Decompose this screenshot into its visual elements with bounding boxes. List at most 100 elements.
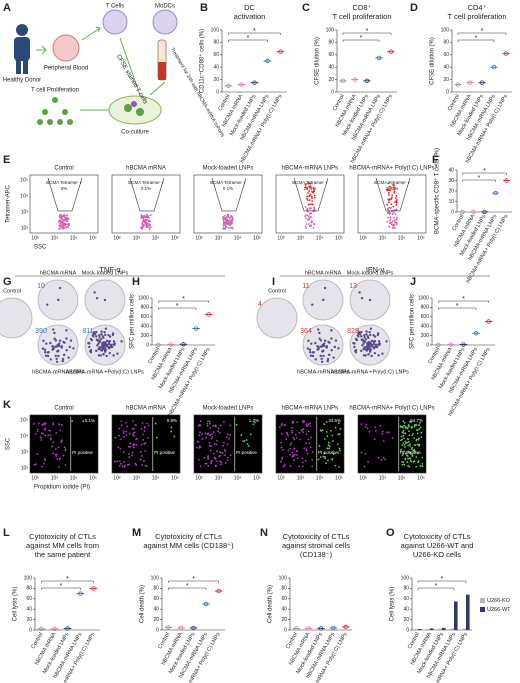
flow-event [327, 459, 329, 462]
spot [95, 330, 98, 334]
spot [322, 354, 325, 358]
flow-event [306, 199, 309, 201]
flow-event [309, 446, 312, 449]
spot [320, 360, 324, 363]
flow-event [71, 420, 74, 422]
flow-event [338, 465, 340, 468]
spot [320, 357, 323, 361]
gate-label: PI positive [400, 450, 421, 455]
flow-event [154, 422, 157, 425]
flow-event [305, 423, 308, 425]
gate-label: PI positive [154, 450, 175, 455]
significance-bracket [438, 300, 489, 303]
significance-bracket [41, 580, 94, 583]
flow-event [121, 465, 124, 468]
spot [358, 333, 362, 336]
gate [293, 177, 329, 212]
gate-value: 35.3% [386, 186, 399, 191]
spot-count: 364 [300, 328, 312, 335]
flow-event [416, 443, 419, 446]
flow-event [396, 199, 398, 201]
flow-event [125, 434, 128, 436]
spot [94, 349, 98, 353]
spot [373, 335, 377, 338]
significance-mark: * [60, 583, 63, 590]
label: MoDCs [155, 4, 175, 10]
flow-event [389, 218, 392, 220]
flow-event [308, 199, 311, 201]
dot [226, 83, 231, 88]
flow-event [147, 224, 150, 226]
flow-event [393, 190, 396, 193]
flow-event [149, 224, 152, 227]
spot [47, 350, 50, 354]
flow-event [56, 457, 59, 460]
flow-event [419, 464, 422, 467]
flow-event [226, 220, 229, 223]
chart-title: T cell proliferation [332, 12, 391, 21]
spot [306, 347, 310, 350]
flow-event [406, 461, 409, 464]
flow-event [39, 436, 42, 439]
spot [104, 333, 107, 337]
y-tick-label: 10⁴ [20, 193, 28, 199]
flow-event [367, 461, 370, 463]
flow-event [374, 429, 377, 432]
gate [129, 177, 165, 212]
flow-event [366, 427, 369, 430]
significance-bracket [158, 307, 197, 310]
flow-event [306, 187, 308, 189]
x-tick-label: 10⁵ [171, 475, 179, 481]
significance-mark: * [483, 168, 486, 175]
spot [317, 347, 320, 350]
flow-event [306, 214, 309, 216]
well-label: hBCMA-mRNA LNPs [297, 369, 349, 375]
flow-event [311, 451, 314, 454]
dot [156, 342, 161, 347]
dot [206, 312, 211, 317]
flow-event [389, 207, 392, 210]
x-tick-label: 10² [359, 235, 367, 241]
flow-event [228, 217, 231, 219]
flow-event [225, 216, 228, 219]
flow-event [402, 461, 405, 464]
gate-value: 0.1% [223, 186, 233, 191]
y-tick-label: 600 [141, 314, 150, 320]
flow-event [309, 207, 312, 210]
flow-event [411, 446, 414, 449]
x-tick-label: 10³ [51, 475, 59, 481]
y-tick-label: 100 [24, 575, 33, 581]
flow-event [402, 434, 405, 437]
spot [93, 333, 97, 336]
flow-event [61, 227, 64, 230]
panel-letter: G [3, 276, 12, 288]
spot [361, 338, 365, 342]
flow-event [41, 465, 43, 468]
flow-event [125, 430, 128, 433]
flow-event [305, 448, 308, 451]
label: T cell Proliferation [31, 88, 79, 94]
flow-event [403, 424, 406, 427]
flow-event [173, 435, 176, 438]
flow-event [126, 425, 128, 428]
flow-event [402, 432, 405, 435]
flow-event [311, 459, 314, 461]
significance-bracket [168, 587, 207, 590]
y-axis-label: SSC [6, 437, 12, 450]
spot [63, 341, 66, 344]
flow-event [418, 424, 420, 426]
flow-event [254, 421, 256, 424]
flow-event [59, 441, 62, 444]
flow-event [414, 450, 417, 453]
dot [343, 624, 348, 630]
spot [317, 328, 320, 331]
flow-event [33, 422, 35, 425]
plot-title: Mock-loaded LNPs [203, 406, 254, 412]
flow-event [338, 447, 341, 450]
spot [360, 296, 364, 300]
flow-event [132, 444, 134, 447]
flow-event [382, 456, 385, 459]
spot [67, 356, 70, 359]
y-axis-label: Cell lysis (%) [13, 587, 19, 622]
flow-event [232, 218, 234, 221]
